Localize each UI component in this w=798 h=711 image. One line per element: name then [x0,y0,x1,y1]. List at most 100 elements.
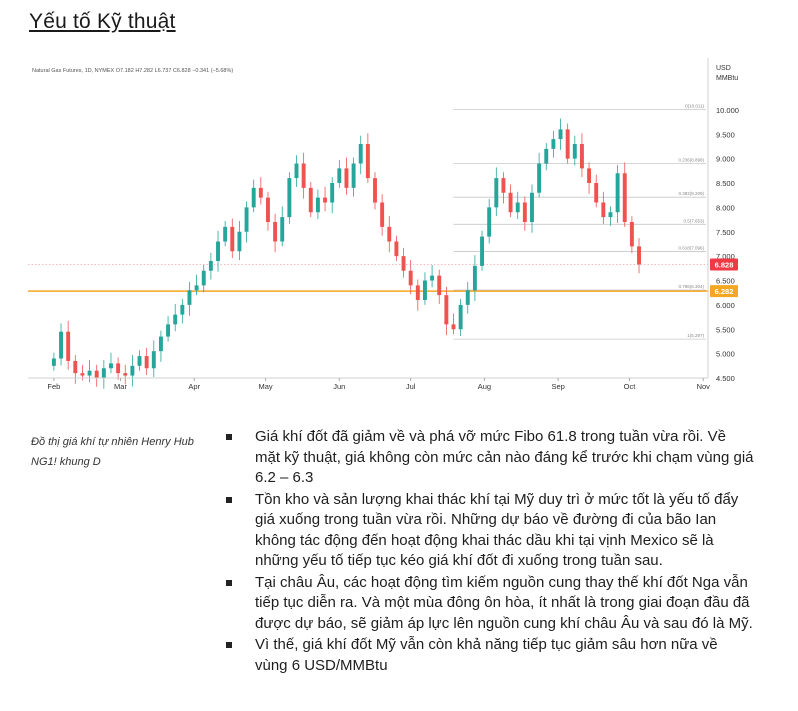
x-tick-label: Nov [697,382,711,391]
candle-body [180,304,185,315]
y-tick-label: 6.500 [716,277,735,286]
candle-body [380,202,385,227]
bullet-item: Giá khí đốt đã giảm về và phá vỡ mức Fib… [226,427,754,489]
candle-body [80,373,85,376]
y-tick-label: 8.500 [716,179,735,188]
candle-body [494,178,499,208]
candle-body [144,356,149,369]
analysis-bullets: Giá khí đốt đã giảm về và phá vỡ mức Fib… [226,427,754,677]
candle-body [94,370,99,378]
candle-body [244,207,249,232]
bullet-item: Tồn kho và sản lượng khai thác khí tại M… [226,490,754,572]
candle-body [251,187,256,208]
candle-body [430,275,435,281]
candle-body [401,256,406,271]
fib-level-label: 0.786(6.304) [678,284,704,289]
candle-body [373,178,377,203]
candle-body [87,370,92,376]
candle-body [201,270,206,286]
candle-body [337,168,342,183]
bullet-text: Vì thế, giá khí đốt Mỹ vẫn còn khả năng … [255,636,718,674]
candle-body [216,241,220,261]
candle-body [365,144,370,179]
candle-body [394,241,399,257]
candle-body [258,187,263,198]
support-price-tag-bg [710,285,738,298]
last-price-tag: 6.828 [715,261,734,270]
chart-caption: Đồ thị giá khí tự nhiên Henry Hub NG1! k… [31,436,194,468]
candle-body [194,285,199,291]
candle-body [101,368,106,378]
bullet-text: Giá khí đốt đã giảm về và phá vỡ mức Fib… [255,428,754,486]
candle-body [508,192,513,213]
candle-body [622,173,627,222]
bullet-text: Tồn kho và sản lượng khai thác khí tại M… [255,490,739,570]
candle-body [287,178,292,218]
unit-label: MMBtu [716,75,738,82]
fib-level-label: 0.236(8.898) [678,158,704,163]
candle-body [130,365,135,376]
candle-body [323,197,328,203]
candle-body [123,373,128,376]
y-tick-label: 5.500 [716,325,735,334]
candle-body [515,202,520,213]
fib-level-label: 0.5(7.653) [683,218,704,223]
candle-body [587,168,592,183]
candle-body [294,163,299,179]
candle-body [629,222,634,247]
candle-body [458,304,463,330]
candle-body [608,212,613,218]
candle-body [330,183,335,203]
candle-body [266,197,270,222]
page-title: Yếu tố Kỹ thuật [29,10,176,33]
candle-body [280,217,285,242]
chart-svg: 0(10.011) 0.236(8.898) 0.382(8.209) 0.5(7.6… [28,58,739,391]
x-tick-label: Mar [114,382,127,391]
candle-body [451,324,456,330]
y-tick-label: 4.500 [716,374,735,383]
candle-body [59,331,63,359]
x-tick-label: Apr [188,382,200,391]
candle-body [109,363,113,369]
x-tick-label: Jun [333,382,345,391]
candle-body [465,290,470,305]
candle-body [408,270,413,286]
x-tick-label: Oct [624,382,637,391]
fib-level-label: 0(10.011) [685,103,704,108]
candle-body [351,163,356,188]
candle-body [615,173,620,213]
bullet-square-icon [226,579,232,586]
y-tick-label: 8.000 [716,203,735,212]
bullet-square-icon [226,434,232,440]
y-tick-label: 7.000 [716,252,735,261]
candle-body [301,163,306,188]
candle-body [51,358,56,366]
candle-body [208,261,213,271]
unit-label: USD [716,65,731,72]
candle-body [137,356,142,366]
x-tick-label: May [258,382,272,391]
bullet-text: Tại châu Âu, các hoạt động tìm kiếm nguồ… [255,573,753,632]
candle-body [637,246,641,265]
candle-body [173,314,178,325]
y-tick-label: 9.000 [716,155,735,164]
candle-body [551,139,556,149]
candle-body [472,265,477,291]
fib-level-label: 1(5.297) [687,333,704,338]
y-tick-label: 5.000 [716,350,735,359]
y-tick-label: 10.000 [716,106,739,115]
candle-body [73,360,78,374]
candle-body [565,129,570,159]
candle-body [601,202,606,218]
candle-body [544,148,549,164]
y-tick-label: 9.500 [716,130,735,139]
candle-body [66,331,71,361]
candle-body [422,280,427,300]
candle-body [308,187,313,213]
last-price-tag-bg [710,258,738,271]
candle-body [187,290,192,305]
price-chart[interactable]: 0(10.011) 0.236(8.898) 0.382(8.209) 0.5(7.6… [28,58,758,402]
candle-body [387,226,392,242]
fib-level-label: 0.382(8.209) [678,191,704,196]
candle-body [237,231,242,252]
